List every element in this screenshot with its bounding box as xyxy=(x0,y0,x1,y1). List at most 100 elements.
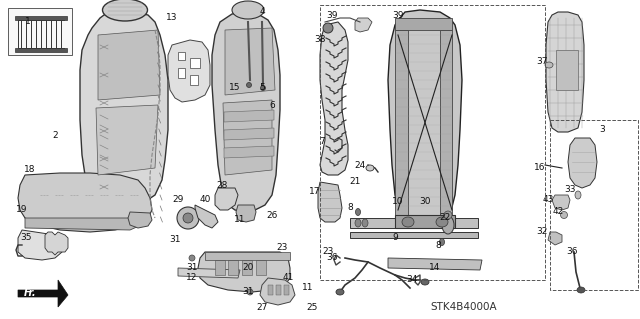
Polygon shape xyxy=(228,260,238,275)
Text: 18: 18 xyxy=(24,166,36,174)
Text: 23: 23 xyxy=(323,248,333,256)
Text: 24: 24 xyxy=(355,160,365,169)
Ellipse shape xyxy=(575,191,581,199)
Bar xyxy=(550,120,638,290)
Text: 29: 29 xyxy=(172,196,184,204)
Text: 42: 42 xyxy=(552,207,564,217)
Polygon shape xyxy=(440,30,452,215)
Text: 34: 34 xyxy=(406,276,418,285)
Text: STK4B4000A: STK4B4000A xyxy=(430,302,497,312)
Polygon shape xyxy=(80,10,168,218)
Polygon shape xyxy=(395,215,455,228)
Ellipse shape xyxy=(436,217,448,227)
Text: 5: 5 xyxy=(259,84,265,93)
Ellipse shape xyxy=(246,83,252,87)
Text: 7: 7 xyxy=(319,137,325,146)
Polygon shape xyxy=(388,258,482,270)
Ellipse shape xyxy=(183,213,193,223)
Polygon shape xyxy=(198,252,290,292)
Text: 9: 9 xyxy=(392,234,398,242)
Polygon shape xyxy=(224,146,274,158)
Text: 33: 33 xyxy=(564,186,576,195)
Polygon shape xyxy=(205,252,290,260)
Polygon shape xyxy=(45,232,68,255)
Text: 15: 15 xyxy=(229,84,241,93)
Polygon shape xyxy=(568,138,597,188)
Ellipse shape xyxy=(362,219,368,227)
Polygon shape xyxy=(355,18,372,32)
Ellipse shape xyxy=(577,287,585,293)
Ellipse shape xyxy=(561,211,568,219)
Polygon shape xyxy=(548,232,562,245)
Polygon shape xyxy=(395,30,408,215)
Text: 31: 31 xyxy=(243,287,253,296)
Text: 8: 8 xyxy=(435,241,441,249)
Ellipse shape xyxy=(444,211,452,219)
Ellipse shape xyxy=(189,255,195,261)
Polygon shape xyxy=(215,260,225,275)
Text: 23: 23 xyxy=(276,243,288,253)
Polygon shape xyxy=(556,50,578,90)
Polygon shape xyxy=(242,260,252,275)
Text: 2: 2 xyxy=(52,130,58,139)
Ellipse shape xyxy=(442,216,454,234)
Polygon shape xyxy=(178,268,240,278)
Text: 31: 31 xyxy=(186,263,198,272)
Polygon shape xyxy=(318,182,342,222)
Polygon shape xyxy=(350,232,478,238)
Text: 16: 16 xyxy=(534,164,546,173)
Polygon shape xyxy=(552,195,570,210)
Polygon shape xyxy=(8,8,72,55)
Polygon shape xyxy=(223,100,272,175)
Text: 41: 41 xyxy=(282,273,294,283)
Text: 35: 35 xyxy=(20,234,32,242)
Polygon shape xyxy=(96,105,158,175)
Text: 43: 43 xyxy=(542,196,554,204)
Text: 20: 20 xyxy=(243,263,253,272)
Text: 36: 36 xyxy=(566,248,578,256)
Polygon shape xyxy=(190,75,198,85)
Ellipse shape xyxy=(421,279,429,285)
Text: 11: 11 xyxy=(234,216,246,225)
Polygon shape xyxy=(268,285,273,295)
Ellipse shape xyxy=(402,217,414,227)
Text: 10: 10 xyxy=(392,197,404,206)
Text: 25: 25 xyxy=(307,303,317,313)
Polygon shape xyxy=(388,10,462,228)
Polygon shape xyxy=(350,218,478,228)
Ellipse shape xyxy=(366,165,374,171)
Polygon shape xyxy=(15,16,67,20)
Ellipse shape xyxy=(260,85,266,91)
Text: 36: 36 xyxy=(326,254,338,263)
Polygon shape xyxy=(224,128,274,140)
Polygon shape xyxy=(195,205,218,228)
Text: 39: 39 xyxy=(326,11,338,19)
Polygon shape xyxy=(178,52,185,60)
Text: 6: 6 xyxy=(269,100,275,109)
Polygon shape xyxy=(224,110,274,122)
Polygon shape xyxy=(15,48,67,52)
Polygon shape xyxy=(320,22,348,175)
Text: 3: 3 xyxy=(599,125,605,135)
Polygon shape xyxy=(25,218,148,230)
Text: 13: 13 xyxy=(166,13,178,23)
Ellipse shape xyxy=(102,0,147,21)
Text: 26: 26 xyxy=(266,211,278,219)
Polygon shape xyxy=(212,12,280,212)
Polygon shape xyxy=(18,280,68,307)
Text: 32: 32 xyxy=(536,227,548,236)
Ellipse shape xyxy=(232,1,264,19)
Text: 19: 19 xyxy=(16,205,28,214)
Text: Fr.: Fr. xyxy=(24,288,36,298)
Text: 17: 17 xyxy=(309,188,321,197)
Text: 1: 1 xyxy=(25,18,31,26)
Polygon shape xyxy=(168,40,210,102)
Text: 21: 21 xyxy=(349,177,361,187)
Polygon shape xyxy=(98,30,160,100)
Polygon shape xyxy=(215,188,238,210)
Polygon shape xyxy=(18,173,152,232)
Polygon shape xyxy=(284,285,289,295)
Ellipse shape xyxy=(355,209,360,216)
Polygon shape xyxy=(128,212,152,228)
Text: 12: 12 xyxy=(186,273,198,283)
